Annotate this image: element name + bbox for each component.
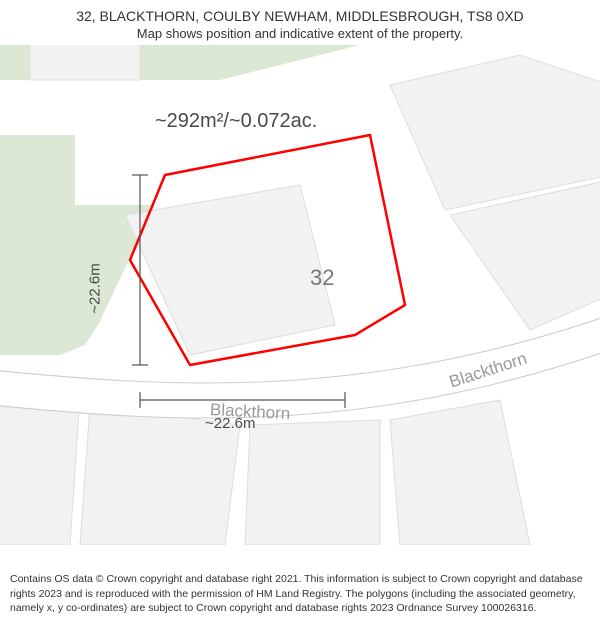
plot-number: 32: [310, 265, 334, 291]
building-0: [30, 45, 140, 80]
copyright-footer: Contains OS data © Crown copyright and d…: [0, 566, 600, 625]
map-container: ~292m²/~0.072ac.32~22.6m~22.6mBlackthorn…: [0, 45, 600, 545]
dim-vertical-label: ~22.6m: [87, 263, 104, 313]
road-label-0: Blackthorn: [209, 400, 290, 424]
area-measurement: ~292m²/~0.072ac.: [155, 110, 317, 133]
building-6: [245, 420, 380, 545]
page-title: 32, BLACKTHORN, COULBY NEWHAM, MIDDLESBR…: [0, 8, 600, 24]
page-subtitle: Map shows position and indicative extent…: [0, 26, 600, 41]
header: 32, BLACKTHORN, COULBY NEWHAM, MIDDLESBR…: [0, 0, 600, 41]
